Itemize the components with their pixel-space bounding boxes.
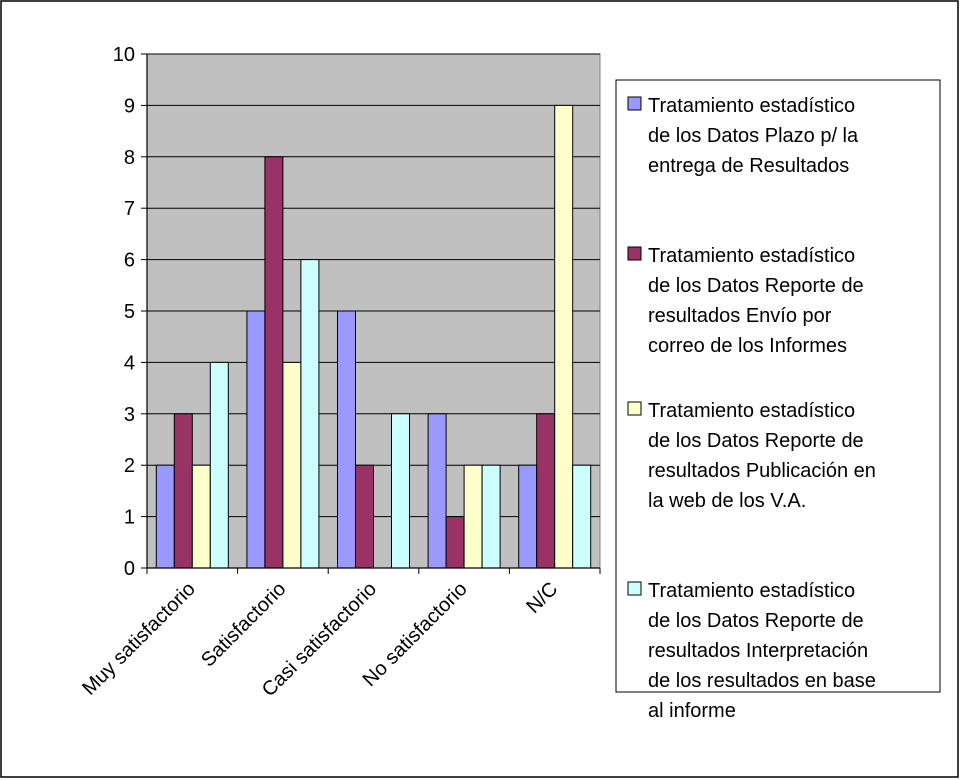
bar xyxy=(391,413,410,569)
legend-box xyxy=(615,79,941,693)
bar xyxy=(337,310,356,569)
legend-swatch xyxy=(627,581,642,596)
legend-label: Tratamiento estadístico xyxy=(648,95,855,117)
legend-label: resultados Publicación en xyxy=(648,460,876,482)
y-tick-label: 10 xyxy=(113,44,135,66)
y-tick-label: 0 xyxy=(124,558,135,580)
legend-label: Tratamiento estadístico xyxy=(648,400,855,422)
legend-label: resultados Interpretación xyxy=(648,640,868,662)
legend-label: correo de los Informes xyxy=(648,335,847,357)
bar xyxy=(445,516,465,569)
legend-label: resultados Envío por xyxy=(648,305,832,327)
legend-swatch xyxy=(627,96,642,111)
bar xyxy=(481,464,501,569)
bar xyxy=(572,464,592,569)
y-tick-label: 1 xyxy=(124,507,135,529)
legend-swatch xyxy=(627,246,642,261)
axes xyxy=(141,53,601,574)
bar xyxy=(209,361,229,569)
legend-label: Tratamiento estadístico xyxy=(648,245,855,267)
bar xyxy=(463,464,483,569)
y-tick-label: 7 xyxy=(124,198,135,220)
y-tick-label: 2 xyxy=(124,455,135,477)
legend-label: al informe xyxy=(648,700,736,722)
y-tick-label: 9 xyxy=(124,95,135,117)
bar xyxy=(155,464,175,569)
y-tick-label: 8 xyxy=(124,147,135,169)
legend-label: Tratamiento estadístico xyxy=(648,580,855,602)
bar xyxy=(536,413,556,569)
legend-label: de los resultados en base xyxy=(648,670,876,692)
y-tick-labels: 0 1 2 3 4 5 6 7 8 9 10 xyxy=(113,44,135,580)
legend-label: entrega de Resultados xyxy=(648,155,849,177)
bar xyxy=(427,413,447,569)
legend-label: de los Datos Reporte de xyxy=(648,610,864,632)
bar xyxy=(191,464,211,569)
bar xyxy=(282,361,302,569)
y-tick-label: 6 xyxy=(124,250,135,272)
bar xyxy=(300,259,320,569)
legend-label: la web de los V.A. xyxy=(648,490,806,512)
y-tick-label: 3 xyxy=(124,404,135,426)
legend: Tratamiento estadístico de los Datos Plaz… xyxy=(615,79,941,722)
bar xyxy=(355,464,374,569)
bars xyxy=(155,104,592,569)
legend-swatch xyxy=(627,401,642,416)
bar xyxy=(173,413,193,569)
bar xyxy=(246,310,266,569)
y-tick-label: 4 xyxy=(124,352,135,374)
bar xyxy=(264,156,284,569)
legend-label: de los Datos Reporte de xyxy=(648,430,864,452)
bar xyxy=(518,464,538,569)
y-tick-label: 5 xyxy=(124,301,135,323)
legend-label: de los Datos Plazo p/ la xyxy=(648,125,859,147)
legend-label: de los Datos Reporte de xyxy=(648,275,864,297)
bar xyxy=(554,104,574,569)
